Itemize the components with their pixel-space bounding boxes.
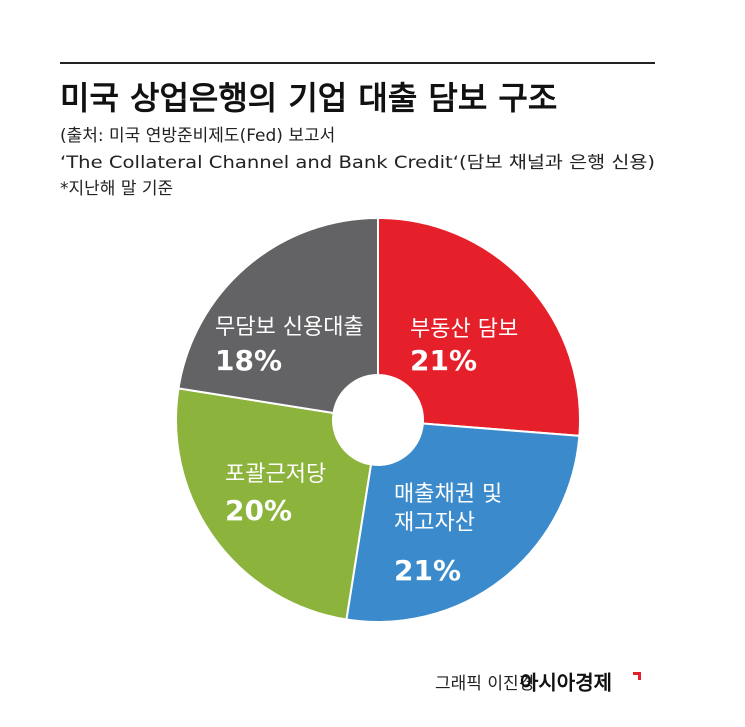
brand: 아시아경제 xyxy=(520,671,612,695)
credit: 그래픽 이진경 xyxy=(435,674,534,694)
subtitle: ‘The Collateral Channel and Bank Credit‘… xyxy=(60,153,655,173)
slice-label: 포괄근저당 xyxy=(225,462,326,487)
pie-slice xyxy=(175,387,373,621)
pie-slice xyxy=(377,216,581,437)
value-label: 21% xyxy=(410,344,477,377)
pie-slice xyxy=(345,422,581,623)
slice-label: 매출채권 및 재고자산 xyxy=(394,482,502,536)
value-label: 20% xyxy=(225,494,292,527)
subtitle: (출처: 미국 연방준비제도(Fed) 보고서 xyxy=(60,126,335,146)
value-label: 18% xyxy=(215,344,282,377)
value-label: 21% xyxy=(394,554,461,587)
chart-title: 미국 상업은행의 기업 대출 담보 구조 xyxy=(60,79,557,117)
subtitle: *지난해 말 기준 xyxy=(60,179,173,199)
brand-logo xyxy=(633,672,641,680)
slice-label: 부동산 담보 xyxy=(410,317,518,342)
slice-label: 무담보 신용대출 xyxy=(215,315,364,340)
pie-slice xyxy=(177,216,379,415)
